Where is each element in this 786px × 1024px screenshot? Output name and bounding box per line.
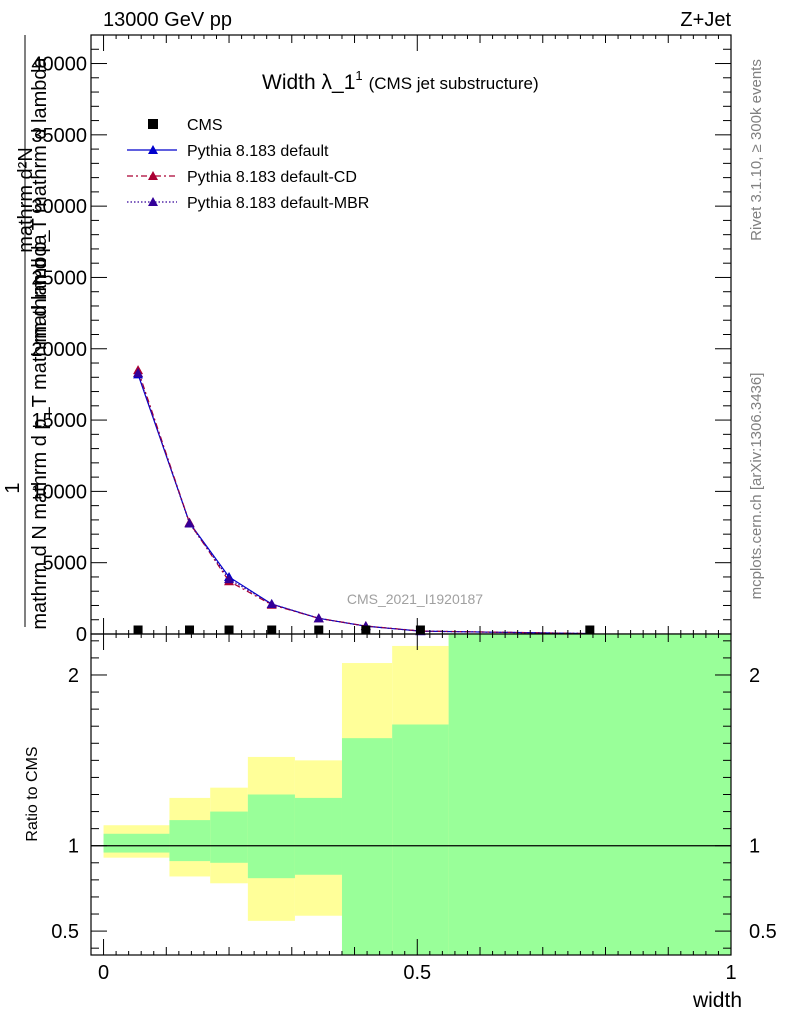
main-ytick-label-5: 25000	[31, 267, 87, 289]
legend-marker-1	[148, 145, 158, 154]
ratio-band-stat-bin-0	[103, 833, 170, 853]
x-axis-label: width	[692, 989, 742, 1012]
ratio-axes: 0.5 0.5 1 1 2 2 0 0.5 1	[51, 634, 777, 984]
chart-subtitle: (CMS jet substructure)	[369, 74, 539, 93]
main-ytick-label-0: 0	[76, 624, 87, 646]
ratio-ytick-label-right-2: 2	[749, 665, 760, 687]
series-3-point-0	[133, 368, 144, 378]
main-panel: CMS_2021_I1920187 Width λ_11 (CMS jet sub…	[2, 34, 732, 646]
cms-point-3	[267, 625, 277, 635]
main-ytick-label-7: 35000	[31, 125, 87, 147]
legend-label-3: Pythia 8.183 default-MBR	[187, 195, 369, 212]
ylabel-line-4: 1	[2, 482, 24, 493]
ratio-band-stat-bin-6	[392, 724, 449, 955]
legend-label-0: CMS	[187, 117, 223, 134]
ratio-panel: 0.5 0.5 1 1 2 2 0 0.5 1 Ratio to CMS width	[24, 633, 777, 1012]
cms-point-7	[585, 625, 595, 635]
ratio-band-stat-bin-4	[294, 797, 342, 875]
chart-title: Width λ_11 (CMS jet substructure)	[262, 68, 539, 94]
rivet-label: Rivet 3.1.10, ≥ 300k events	[748, 59, 765, 241]
series-3-point-4	[313, 613, 324, 623]
xtick-label-2: 1	[725, 962, 736, 984]
legend: CMS Pythia 8.183 default Pythia 8.183 defa…	[127, 117, 369, 212]
legend-label-2: Pythia 8.183 default-CD	[187, 169, 357, 186]
legend-marker-0	[148, 119, 158, 129]
watermark: CMS_2021_I1920187	[347, 591, 483, 607]
mcplots-label: mcplots.cern.ch [arXiv:1306.3436]	[748, 373, 765, 600]
ratio-band-stat-bin-2	[210, 811, 248, 863]
cms-point-0	[133, 625, 143, 635]
cms-point-4	[314, 625, 324, 635]
main-ytick-label-3: 15000	[31, 410, 87, 432]
ylabel-line-2: mathrm d p_T mathrm d lambda	[29, 56, 51, 342]
legend-marker-2	[148, 171, 158, 180]
ratio-marks	[91, 634, 731, 955]
ratio-band-stat-bin-7	[448, 634, 731, 955]
process-label: Z+Jet	[680, 9, 731, 31]
main-ytick-label-4: 20000	[31, 339, 87, 361]
main-axes: 0 5000 10000 15000 20000 25000 30000 35000 40000	[31, 35, 732, 646]
cms-point-6	[415, 625, 425, 635]
main-ytick-label-1: 5000	[43, 553, 88, 575]
xtick-label-0: 0	[98, 962, 109, 984]
series-3-point-1	[184, 518, 195, 528]
energy-label: 13000 GeV pp	[103, 9, 232, 31]
main-ytick-label-6: 30000	[31, 196, 87, 218]
series-3-point-3	[266, 599, 277, 609]
ratio-band-stat-bin-1	[169, 820, 211, 862]
ratio-ytick-label-1: 1	[68, 836, 79, 858]
cms-point-5	[361, 625, 371, 635]
ratio-ytick-label-right-1: 1	[749, 836, 760, 858]
ratio-ytick-label-right-0: 0.5	[749, 921, 777, 943]
y-axis-label: mathrm d²N mathrm d p_T mathrm d lambda …	[2, 35, 51, 630]
cms-point-1	[185, 625, 195, 635]
ylabel-line-1: mathrm d²N	[15, 147, 37, 253]
xtick-label-1: 0.5	[403, 962, 431, 984]
ratio-band-stat-bin-3	[247, 794, 295, 879]
ylabel-line-3: mathrm d N mathrm d p_T mathrm d lambda	[29, 233, 51, 629]
ratio-ytick-label-2: 2	[68, 665, 79, 687]
legend-label-1: Pythia 8.183 default	[187, 143, 329, 160]
main-ytick-label-2: 10000	[31, 481, 87, 503]
legend-marker-3	[148, 197, 158, 206]
main-ytick-label-8: 40000	[31, 54, 87, 76]
ratio-band-stat-bin-5	[341, 738, 393, 955]
main-marks	[133, 365, 595, 638]
series-line-3	[137, 372, 590, 635]
ratio-ytick-label-0: 0.5	[51, 921, 79, 943]
chart-title-superscript: 1	[355, 68, 362, 83]
chart-title-main: Width λ_1	[262, 71, 355, 94]
ratio-ylabel: Ratio to CMS	[24, 746, 41, 841]
series-3-point-2	[224, 574, 235, 584]
